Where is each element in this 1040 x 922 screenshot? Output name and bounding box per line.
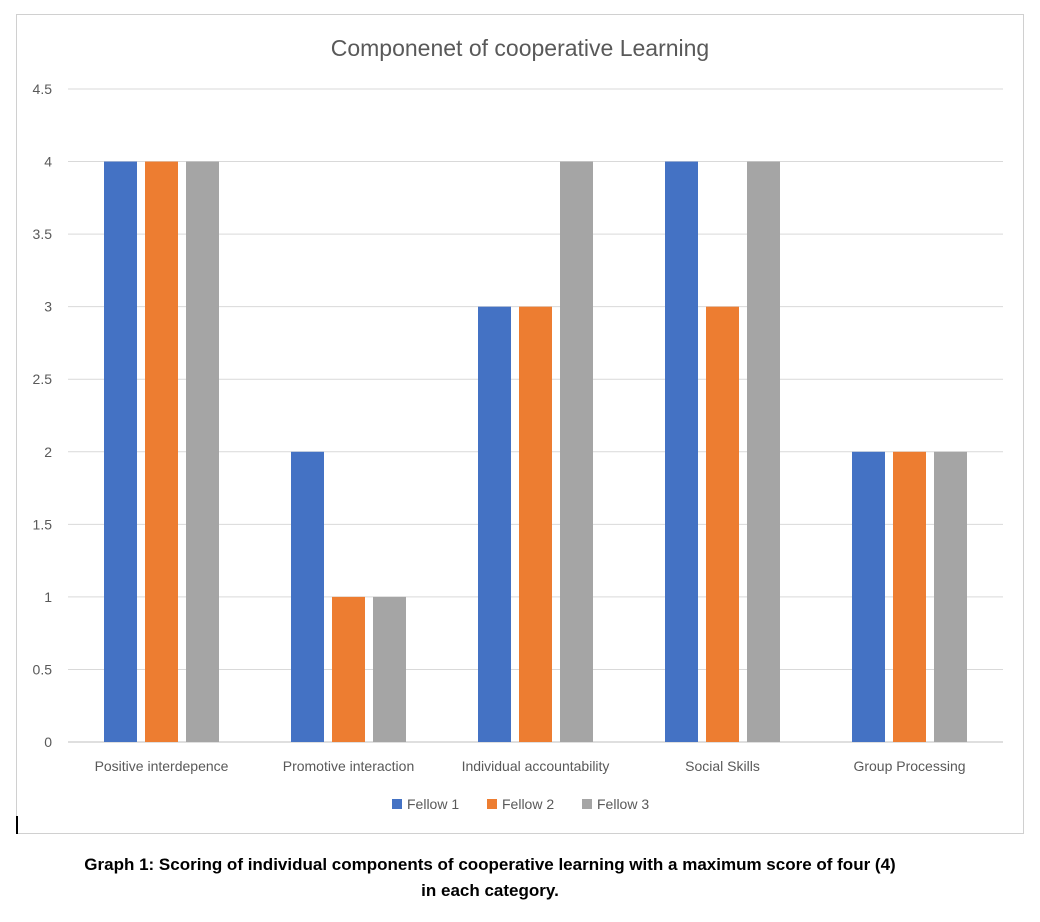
bar-fellow-2 [332,596,365,742]
legend-label: Fellow 3 [597,796,649,812]
grid-lines [68,88,1003,743]
bar-fellow-3 [560,161,593,743]
y-tick-label: 2.5 [33,371,53,387]
legend-label: Fellow 2 [502,796,554,812]
y-tick-label: 3.5 [33,226,53,242]
y-tick-label: 1.5 [33,516,53,532]
figure-caption: Graph 1: Scoring of individual component… [0,852,980,904]
x-category-label: Group Processing [853,758,965,774]
bar-fellow-3 [186,161,219,743]
y-tick-label: 4.5 [33,81,53,97]
bar-fellow-3 [373,596,406,742]
bar-fellow-3 [747,161,780,743]
bar-fellow-1 [852,451,885,742]
y-tick-label: 2 [44,444,52,460]
x-axis-labels: Positive interdepence Promotive interacti… [95,758,966,774]
legend-label: Fellow 1 [407,796,459,812]
bar-fellow-2 [519,306,552,742]
bar-fellow-1 [291,451,324,742]
bar-fellow-2 [893,451,926,742]
y-tick-label: 4 [44,154,52,170]
legend-swatch [487,799,497,809]
x-category-label: Individual accountability [462,758,610,774]
x-category-label: Social Skills [685,758,760,774]
bar-fellow-1 [665,161,698,743]
legend: Fellow 1 Fellow 2 Fellow 3 [392,796,649,812]
legend-swatch [392,799,402,809]
text-cursor [16,816,18,834]
y-tick-label: 0 [44,734,52,750]
bar-chart: Componenet of cooperative Learning 0 0.5 1… [33,35,1003,812]
legend-swatch [582,799,592,809]
bar-fellow-1 [478,306,511,742]
caption-line-1: Graph 1: Scoring of individual component… [84,855,896,874]
y-axis-ticks: 0 0.5 1 1.5 2 2.5 3 3.5 4 4.5 [33,81,53,750]
x-category-label: Promotive interaction [283,758,415,774]
bar-fellow-1 [104,161,137,743]
bar-fellow-3 [934,451,967,742]
bar-fellow-2 [706,306,739,742]
x-category-label: Positive interdepence [95,758,229,774]
y-tick-label: 3 [44,299,52,315]
y-tick-label: 1 [44,589,52,605]
bar-fellow-2 [145,161,178,743]
y-tick-label: 0.5 [33,661,53,677]
bars [104,161,967,743]
caption-line-2: in each category. [421,881,559,900]
chart-title: Componenet of cooperative Learning [331,35,709,61]
